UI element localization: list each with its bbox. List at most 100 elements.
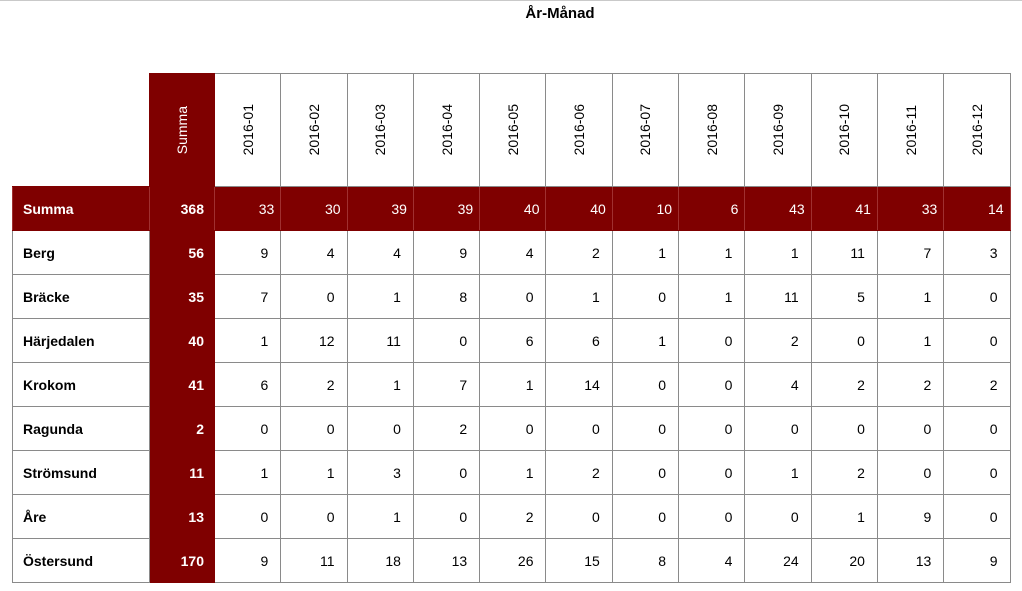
column-header-month-label: 2016-06 [571,104,588,156]
data-cell: 0 [810,318,878,363]
data-cell: 1 [280,450,348,495]
header-row: Summa 2016-01 2016-02 2016-03 2016-04 2016-0… [13,73,1011,187]
page-title: År-Månad [525,5,595,22]
corner-cell [13,74,150,187]
column-header-month: 2016-03 [346,73,414,187]
data-cell: 4 [280,230,348,275]
row-label: Berg [12,230,150,275]
data-cell: 26 [479,538,547,583]
summa-cell: 10 [611,186,680,231]
data-cell: 6 [479,318,547,363]
column-header-month: 2016-11 [876,73,945,187]
table-row: Östersund 170 9 11 18 13 26 15 8 4 24 20 13 9 [12,538,1011,583]
data-cell: 1 [810,494,878,539]
row-total: 368 [149,186,215,231]
row-label: Krokom [12,362,150,407]
table-row: Åre 13 0 0 1 0 2 0 0 0 0 1 9 0 [12,494,1011,539]
column-header-month-label: 2016-03 [372,104,389,156]
data-cell: 0 [611,274,680,319]
row-label: Åre [12,494,150,539]
row-total: 2 [149,406,215,451]
data-cell: 11 [346,318,414,363]
row-total: 41 [149,362,215,407]
data-cell: 0 [213,494,282,539]
row-label: Härjedalen [12,318,150,363]
data-cell: 0 [611,450,680,495]
data-cell: 12 [280,318,348,363]
summa-cell: 30 [280,186,348,231]
data-cell: 0 [479,406,547,451]
column-header-month: 2016-08 [678,73,746,187]
data-cell: 7 [412,362,481,407]
data-cell: 0 [943,274,1011,319]
data-cell: 0 [678,362,746,407]
summa-cell: 43 [744,186,812,231]
column-header-month-label: 2016-08 [703,104,720,156]
data-cell: 6 [545,318,613,363]
row-label: Bräcke [12,274,150,319]
row-total: 56 [149,230,215,275]
data-cell: 0 [678,450,746,495]
data-cell: 24 [744,538,812,583]
data-cell: 2 [545,450,613,495]
pivot-table: Summa 2016-01 2016-02 2016-03 2016-04 2016-0… [12,73,1011,583]
data-cell: 9 [876,494,945,539]
column-header-month-label: 2016-02 [305,104,322,156]
summa-cell: 33 [876,186,945,231]
table-row: Krokom 41 6 2 1 7 1 14 0 0 4 2 2 2 [12,362,1011,407]
table-row: Härjedalen 40 1 12 11 0 6 6 1 0 2 0 1 0 [12,318,1011,363]
data-cell: 18 [346,538,414,583]
column-header-summa: Summa [149,73,215,187]
data-cell: 0 [943,406,1011,451]
column-header-month-label: 2016-10 [836,104,853,156]
data-cell: 4 [346,230,414,275]
data-cell: 1 [744,230,812,275]
table-row: Strömsund 11 1 1 3 0 1 2 0 0 1 2 0 0 [12,450,1011,495]
column-header-month-label: 2016-04 [438,104,455,156]
data-cell: 1 [479,362,547,407]
data-cell: 0 [678,494,746,539]
column-header-month: 2016-06 [545,73,613,187]
data-cell: 11 [744,274,812,319]
data-cell: 1 [346,362,414,407]
column-header-month-label: 2016-09 [770,104,787,156]
data-cell: 4 [479,230,547,275]
data-cell: 9 [213,230,282,275]
row-total: 40 [149,318,215,363]
column-header-month-label: 2016-07 [637,104,654,156]
row-label: Ragunda [12,406,150,451]
summa-cell: 33 [213,186,282,231]
data-cell: 1 [876,274,945,319]
data-cell: 1 [479,450,547,495]
data-cell: 4 [678,538,746,583]
data-cell: 2 [412,406,481,451]
data-cell: 1 [346,494,414,539]
data-cell: 0 [876,406,945,451]
data-cell: 7 [213,274,282,319]
data-cell: 0 [346,406,414,451]
data-cell: 9 [412,230,481,275]
column-header-month: 2016-05 [479,73,547,187]
data-cell: 20 [810,538,878,583]
data-cell: 1 [611,230,680,275]
row-label: Strömsund [12,450,150,495]
data-cell: 2 [943,362,1011,407]
data-cell: 11 [810,230,878,275]
data-cell: 2 [479,494,547,539]
data-cell: 0 [545,406,613,451]
page-top-rule [0,0,1022,1]
data-cell: 2 [744,318,812,363]
column-header-month: 2016-04 [412,73,481,187]
summa-cell: 14 [943,186,1011,231]
data-cell: 0 [744,406,812,451]
data-cell: 0 [876,450,945,495]
data-cell: 11 [280,538,348,583]
row-label: Östersund [12,538,150,583]
data-cell: 2 [810,450,878,495]
data-cell: 14 [545,362,613,407]
data-cell: 0 [744,494,812,539]
data-cell: 0 [810,406,878,451]
data-cell: 0 [611,406,680,451]
table-row: Berg 56 9 4 4 9 4 2 1 1 1 11 7 3 [12,230,1011,275]
data-cell: 0 [280,274,348,319]
